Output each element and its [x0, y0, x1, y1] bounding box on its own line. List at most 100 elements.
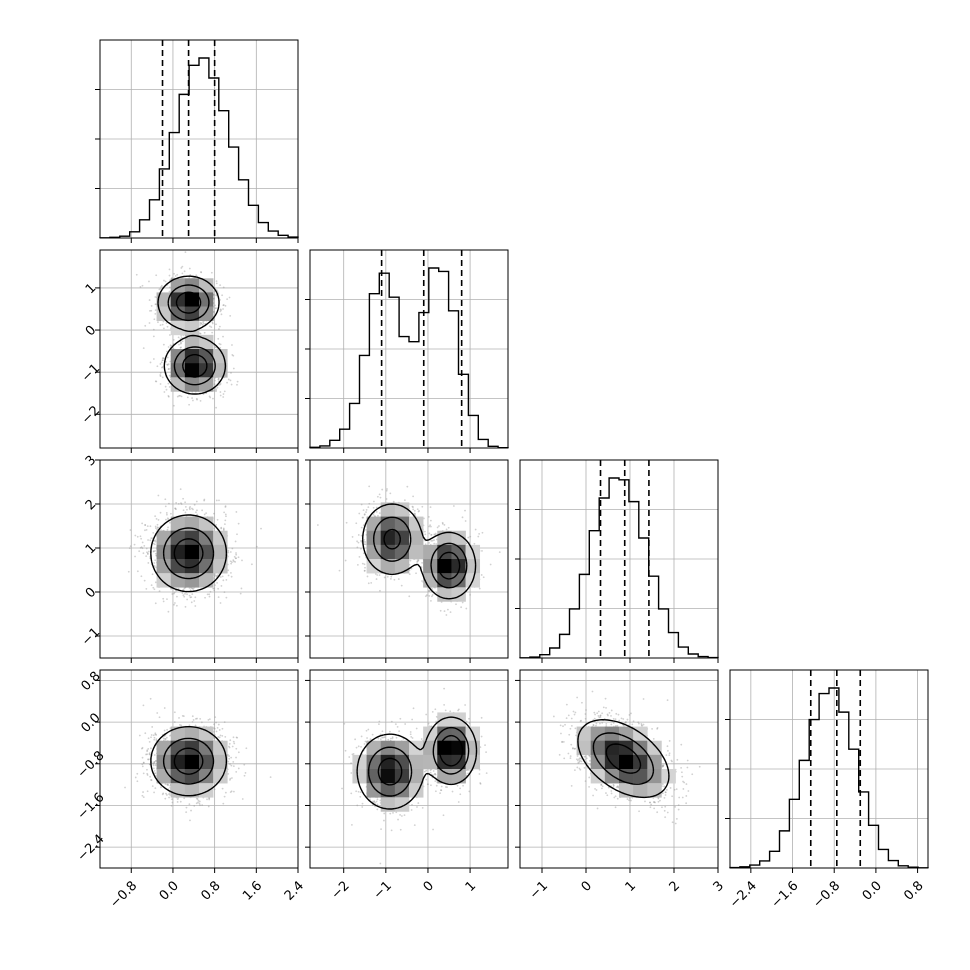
- scatter-point: [224, 505, 227, 507]
- contour-line: [362, 503, 477, 600]
- scatter-point: [181, 340, 184, 343]
- scatter-point: [184, 501, 187, 504]
- density-cell: [156, 292, 172, 307]
- scatter-point: [374, 573, 377, 575]
- scatter-point: [225, 515, 227, 518]
- scatter-point: [212, 397, 214, 400]
- scatter-point: [133, 543, 136, 546]
- scatter-point: [438, 525, 440, 527]
- scatter-point: [195, 397, 198, 400]
- scatter-point: [434, 534, 436, 536]
- scatter-point: [477, 535, 480, 538]
- scatter-point: [219, 284, 222, 287]
- scatter-point: [141, 547, 144, 550]
- scatter-point: [145, 588, 148, 590]
- scatter-point: [178, 343, 180, 346]
- scatter-point: [144, 524, 146, 526]
- scatter-point: [215, 390, 217, 393]
- scatter-point: [136, 772, 139, 775]
- panel-frame: [99, 459, 299, 659]
- density-cell: [184, 349, 200, 364]
- scatter-point: [208, 595, 211, 598]
- scatter-point: [231, 777, 233, 779]
- scatter-point: [219, 383, 222, 385]
- scatter-point: [184, 511, 187, 514]
- scatter-point: [360, 534, 363, 537]
- scatter-point: [360, 540, 363, 543]
- scatter-point: [227, 549, 230, 552]
- scatter-point: [206, 593, 209, 596]
- scatter-point: [155, 527, 157, 530]
- scatter-point: [166, 364, 169, 366]
- scatter-point: [424, 543, 427, 546]
- scatter-point: [431, 587, 434, 590]
- density-cell: [409, 544, 424, 560]
- scatter-point: [222, 579, 225, 582]
- scatter-point: [147, 562, 150, 564]
- scatter-point: [216, 581, 218, 584]
- contour-line: [383, 528, 461, 580]
- scatter-point: [189, 274, 192, 276]
- scatter-point: [170, 587, 172, 590]
- scatter-point: [363, 543, 366, 545]
- scatter-group: [127, 488, 262, 613]
- scatter-point: [358, 512, 361, 515]
- scatter-point: [219, 343, 222, 346]
- scatter-point: [192, 587, 194, 590]
- scatter-point: [154, 309, 157, 311]
- scatter-point: [163, 279, 165, 282]
- scatter-point: [184, 505, 187, 508]
- scatter-point: [429, 506, 432, 509]
- scatter-point: [213, 587, 216, 590]
- scatter-point: [172, 347, 175, 350]
- scatter-point: [138, 550, 141, 553]
- scatter-point: [375, 506, 378, 509]
- scatter-point: [159, 383, 162, 385]
- scatter-point: [191, 397, 194, 399]
- scatter-point: [161, 323, 164, 326]
- contour-line: [373, 516, 468, 589]
- scatter-point: [223, 523, 226, 526]
- density-cell: [170, 530, 186, 546]
- scatter-point: [430, 540, 433, 542]
- scatter-point: [241, 559, 243, 562]
- density-cell: [184, 306, 200, 322]
- scatter-point: [215, 389, 217, 392]
- scatter-point: [189, 589, 192, 592]
- scatter-point: [173, 591, 176, 594]
- scatter-point: [424, 533, 427, 536]
- scatter-point: [193, 600, 196, 602]
- scatter-point: [234, 560, 237, 563]
- scatter-point: [154, 540, 157, 543]
- scatter-point: [223, 511, 226, 514]
- scatter-point: [217, 337, 220, 340]
- scatter-point: [162, 357, 165, 359]
- scatter-point: [213, 383, 216, 386]
- scatter-point: [428, 595, 431, 597]
- scatter-point: [415, 572, 417, 575]
- scatter-point: [146, 553, 149, 555]
- scatter-point: [215, 294, 218, 296]
- scatter-point: [230, 372, 232, 374]
- scatter-point: [473, 542, 476, 545]
- scatter-point: [159, 363, 162, 365]
- scatter-point: [200, 271, 202, 273]
- scatter-point: [222, 527, 225, 530]
- density-cell: [366, 544, 382, 560]
- scatter-point: [217, 378, 220, 381]
- scatter-point: [375, 578, 378, 580]
- scatter-point: [360, 503, 363, 506]
- scatter-point: [231, 353, 234, 356]
- density-cell: [184, 320, 200, 336]
- scatter-point: [192, 719, 195, 721]
- pair-panel-1-2: [305, 459, 509, 663]
- density-cell: [184, 573, 200, 588]
- scatter-point: [199, 324, 202, 326]
- scatter-point: [403, 499, 406, 502]
- scatter-point: [428, 532, 431, 535]
- scatter-point: [149, 539, 152, 542]
- density-cell: [213, 559, 228, 574]
- scatter-point: [153, 318, 156, 321]
- scatter-point: [167, 518, 170, 521]
- scatter-point: [188, 403, 191, 406]
